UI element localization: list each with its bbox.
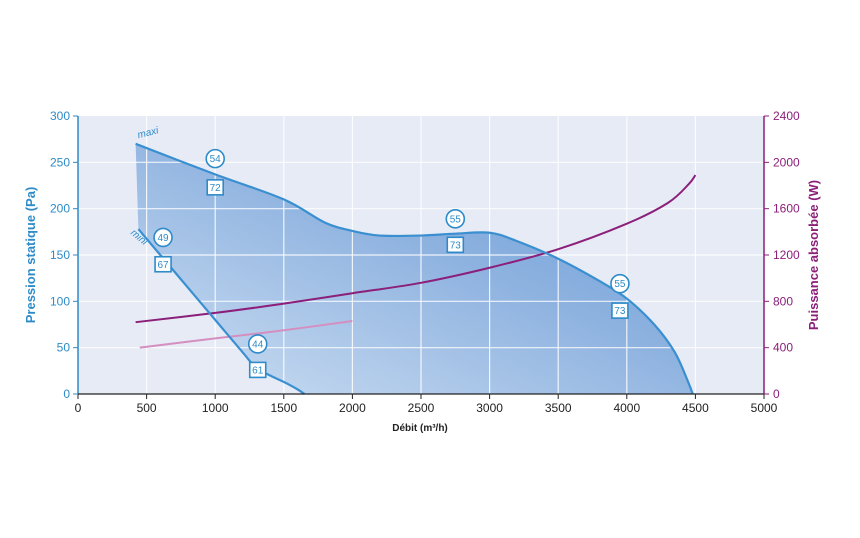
badge-label: 54 <box>210 154 222 165</box>
right-tick-label: 800 <box>773 294 793 308</box>
x-tick-label: 2000 <box>339 401 366 415</box>
power-curves <box>135 174 697 349</box>
right-tick-label: 1200 <box>773 248 800 262</box>
right-tick-label: 0 <box>773 387 780 401</box>
badge-circle <box>610 273 630 294</box>
tick-labels: 0 500 1000 1500 2000 2500 3000 3500 4000 4500 5000… <box>50 109 800 415</box>
right-tick-label: 400 <box>773 341 793 355</box>
x-tick-label: 2500 <box>408 401 435 415</box>
power-curve-maxi <box>135 174 697 324</box>
left-tick-label: 100 <box>50 294 70 308</box>
badge-circle <box>205 148 225 169</box>
badge-square <box>611 302 629 319</box>
axes <box>73 115 769 399</box>
x-tick-label: 3500 <box>545 401 572 415</box>
right-axis-title: Puissance absorbée (W) <box>806 180 821 330</box>
badge-circle <box>153 227 173 248</box>
right-tick-label: 2000 <box>773 155 800 169</box>
left-tick-label: 0 <box>63 387 70 401</box>
x-tick-label: 4500 <box>682 401 709 415</box>
badge-label: 44 <box>252 339 264 350</box>
badge-label: 49 <box>158 233 170 244</box>
badge-label: 55 <box>614 279 626 290</box>
badge-label: 72 <box>210 183 222 194</box>
pressure-curve-maxi <box>135 142 694 395</box>
left-tick-label: 300 <box>50 109 70 123</box>
x-tick-label: 0 <box>75 401 82 415</box>
badge-label: 67 <box>158 260 170 271</box>
left-tick-label: 250 <box>50 155 70 169</box>
right-tick-label: 2400 <box>773 109 800 123</box>
x-tick-label: 500 <box>137 401 157 415</box>
badges: 54 72 55 73 55 73 49 67 44 61 <box>153 148 630 379</box>
badge-square <box>154 255 172 273</box>
badge-label: 61 <box>252 365 264 376</box>
x-axis-title: Débit (m³/h) <box>392 423 448 434</box>
badge-label: 55 <box>450 214 462 225</box>
badge-label: 73 <box>450 240 462 251</box>
left-tick-label: 50 <box>57 341 71 355</box>
left-axis-title: Pression statique (Pa) <box>23 187 38 324</box>
x-tick-label: 3000 <box>476 401 503 415</box>
x-tick-label: 1000 <box>202 401 229 415</box>
x-tick-label: 4000 <box>613 401 640 415</box>
badge-square <box>248 361 267 379</box>
badge-circle <box>247 334 268 354</box>
badge-circle <box>445 209 466 229</box>
left-tick-label: 150 <box>50 248 70 262</box>
x-tick-label: 5000 <box>751 401 778 415</box>
curve-label-maxi: maxi <box>136 125 160 141</box>
badge-label: 73 <box>614 306 626 317</box>
x-tick-label: 1500 <box>270 401 297 415</box>
power-curve-mini <box>139 320 353 349</box>
left-tick-label: 200 <box>50 202 70 216</box>
badge-square <box>206 179 224 196</box>
right-tick-label: 1600 <box>773 202 800 216</box>
badge-square <box>446 236 465 254</box>
